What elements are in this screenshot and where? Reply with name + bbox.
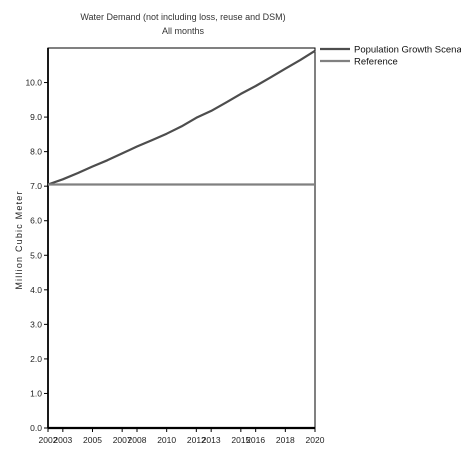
x-tick-label: 2005 (83, 435, 102, 445)
plot-area: 0.01.02.03.04.05.06.07.08.09.010.0200220… (25, 47, 325, 445)
x-tick-label: 2012 (187, 435, 206, 445)
y-tick-label: 5.0 (30, 250, 42, 260)
x-tick-label: 2016 (246, 435, 265, 445)
y-tick-label: 4.0 (30, 285, 42, 295)
series-line-1 (47, 49, 316, 186)
y-tick-label: 7.0 (30, 181, 42, 191)
y-tick-label: 6.0 (30, 216, 42, 226)
chart-title: Water Demand (not including loss, reuse … (80, 12, 285, 22)
chart-subtitle: All months (162, 26, 205, 36)
x-tick-label: 2013 (202, 435, 221, 445)
y-tick-label: 1.0 (30, 388, 42, 398)
y-tick-label: 2.0 (30, 354, 42, 364)
x-tick-label: 2020 (306, 435, 325, 445)
x-tick-label: 2008 (128, 435, 147, 445)
x-tick-label: 2003 (53, 435, 72, 445)
x-tick-label: 2010 (157, 435, 176, 445)
x-tick-label: 2002 (39, 435, 58, 445)
x-tick-label: 2018 (276, 435, 295, 445)
y-tick-label: 3.0 (30, 319, 42, 329)
y-axis-label: Million Cubic Meter (14, 190, 24, 289)
plot-frame (47, 47, 316, 429)
legend-label-1: Population Growth Scenario (354, 45, 461, 56)
legend-label-2: Reference (354, 57, 398, 68)
y-tick-label: 8.0 (30, 147, 42, 157)
x-tick-label: 2007 (113, 435, 132, 445)
y-tick-label: 9.0 (30, 112, 42, 122)
y-tick-label: 0.0 (30, 423, 42, 433)
y-tick-label: 10.0 (25, 78, 42, 88)
x-tick-label: 2015 (231, 435, 250, 445)
